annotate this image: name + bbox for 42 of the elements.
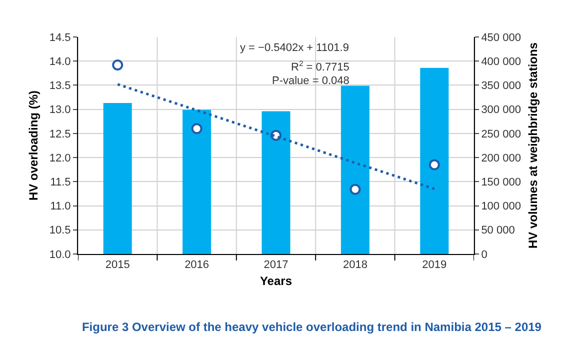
y2-tick-label: 250 000 [481, 128, 521, 140]
x-tick-label: 2015 [105, 259, 130, 272]
y-tick-label: 10.5 [49, 224, 71, 237]
y2-tick-label: 400 000 [481, 56, 521, 68]
bar [103, 103, 132, 254]
y-tick-label: 12.0 [49, 152, 71, 164]
bar [420, 68, 449, 254]
annotation: P-value = 0.048 [272, 75, 350, 87]
bar [182, 110, 212, 254]
y2-tick-label: 300 000 [481, 104, 521, 116]
y-tick-label: 14.5 [49, 32, 71, 44]
x-tick-label: 2018 [342, 259, 368, 272]
y2-tick-label: 150 000 [481, 176, 521, 189]
y2-axis-title: HV volumes at weighbridge stations [526, 42, 540, 249]
y-tick-label: 11.5 [50, 176, 71, 189]
y-tick-label: 12.5 [49, 128, 71, 140]
y2-tick-label: 100 000 [481, 200, 521, 213]
y2-tick-label: 0 [481, 248, 488, 261]
point [350, 184, 361, 195]
y2-tick-label: 200 000 [481, 152, 521, 164]
x-axis-title: Years [260, 274, 292, 288]
annotation: R$^{2}$ = 0.7715 [291, 59, 350, 74]
y2-tick-label: 50 000 [481, 224, 515, 237]
bar [340, 86, 370, 254]
point [428, 159, 440, 170]
y-axis-title: HV overloading (%) [26, 90, 41, 201]
x-tick-label: 2017 [264, 259, 288, 272]
bar [262, 111, 290, 254]
y-tick-label: 11.0 [50, 200, 71, 213]
y2-tick-label: 350 000 [481, 80, 521, 92]
y2-tick-label: 450 000 [481, 32, 521, 44]
x-tick-label: 2016 [184, 259, 210, 272]
line-series [116, 83, 436, 190]
annotation: y = −0.5402x + 1101.9 [240, 42, 349, 54]
y-tick-label: 13.5 [49, 80, 71, 92]
point [191, 123, 202, 134]
point [112, 59, 124, 70]
y-tick-label: 13.0 [49, 104, 71, 116]
text: Figure 3 Overview of the heavy vehicle overloading trend in Namibia 2015 – 2019 [82, 320, 542, 334]
y-tick-label: 10.0 [49, 248, 71, 261]
y-tick-label: 14.0 [49, 56, 71, 68]
x-tick-label: 2019 [422, 259, 447, 272]
